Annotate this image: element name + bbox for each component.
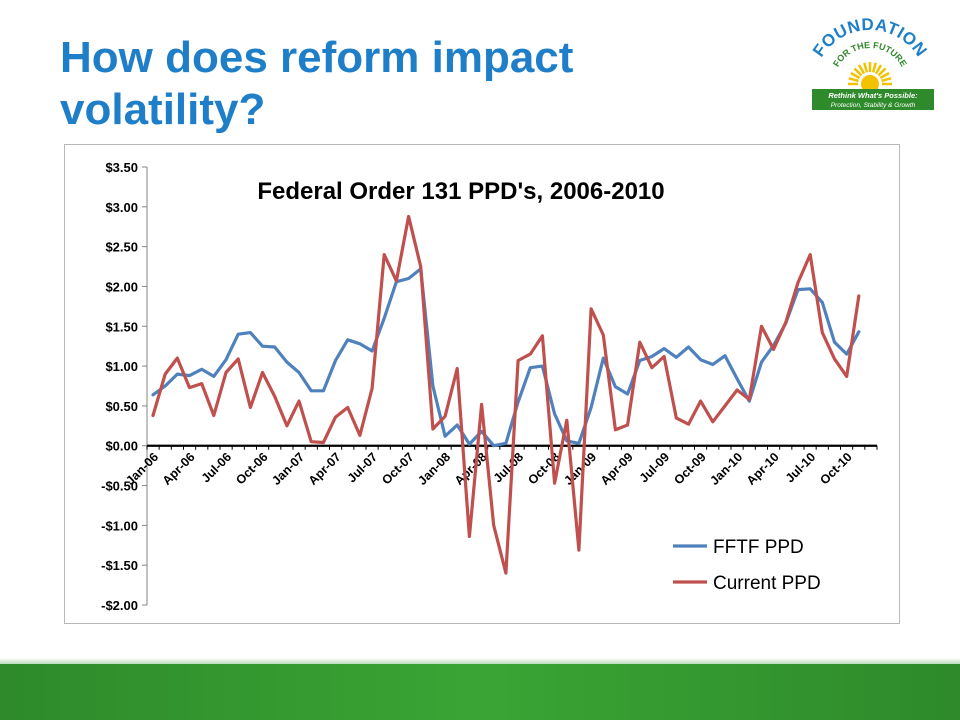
sun-ray bbox=[863, 62, 869, 73]
chart-legend: FFTF PPD Current PPD bbox=[673, 537, 821, 594]
y-tick-label: $0.00 bbox=[105, 439, 138, 454]
x-tick-label: Oct-10 bbox=[817, 450, 854, 487]
y-tick-label: -$2.00 bbox=[101, 598, 138, 613]
y-tick-label: -$1.50 bbox=[101, 558, 138, 573]
x-tick-label: Apr-06 bbox=[160, 450, 198, 488]
legend-label: Current PPD bbox=[713, 573, 821, 594]
x-tick-label: Oct-09 bbox=[671, 450, 708, 487]
y-tick-label: $2.50 bbox=[105, 240, 138, 255]
y-tick-label: $1.50 bbox=[105, 319, 138, 334]
x-tick-label: Oct-06 bbox=[233, 450, 270, 487]
chart-title: Federal Order 131 PPD's, 2006-2010 bbox=[257, 178, 664, 205]
x-tick-label: Jul-06 bbox=[199, 450, 234, 485]
series-fftf-ppd-line bbox=[151, 267, 861, 448]
x-tick-label: Apr-07 bbox=[306, 450, 344, 488]
x-tick-label: Jan-08 bbox=[415, 450, 453, 488]
sun-ray bbox=[871, 62, 877, 73]
line-chart: $3.50 $3.00 $2.50 $2.00 $1.50 $1.00 $0.50 $0.00… bbox=[101, 160, 878, 613]
svg-text:FOUNDATION: FOUNDATION bbox=[809, 15, 931, 60]
y-tick-label: $1.00 bbox=[105, 359, 138, 374]
logo-word-foundation: FOUNDATION bbox=[809, 15, 930, 60]
legend-label: FFTF PPD bbox=[713, 537, 804, 558]
sun-icon bbox=[861, 75, 879, 93]
y-tick-label: -$1.00 bbox=[101, 518, 138, 533]
x-tick-label: Apr-08 bbox=[452, 450, 490, 488]
foundation-for-the-future-logo: FOUNDATION FOR THE FUTURE Rethink What's… bbox=[800, 10, 940, 110]
x-tick-label: Jul-10 bbox=[783, 450, 818, 485]
chart-container: $3.50 $3.00 $2.50 $2.00 $1.50 $1.00 $0.50 $0.00… bbox=[64, 144, 900, 624]
series-lines bbox=[151, 214, 861, 575]
x-tick-label: Apr-10 bbox=[744, 450, 782, 488]
x-tick-label: Apr-09 bbox=[598, 450, 636, 488]
y-tick-label: -$0.50 bbox=[101, 479, 138, 494]
x-tick-label: Jul-08 bbox=[491, 450, 526, 485]
y-tick-label: $3.00 bbox=[105, 200, 138, 215]
slide-title: How does reform impact volatility? bbox=[60, 33, 574, 134]
logo-graphic: FOUNDATION FOR THE FUTURE Rethink What's… bbox=[809, 15, 934, 110]
x-tick-label: Jan-10 bbox=[707, 450, 745, 488]
sun-ray bbox=[853, 67, 863, 77]
x-tick-label: Jan-09 bbox=[561, 450, 599, 488]
y-tick-label: $0.50 bbox=[105, 399, 138, 414]
x-tick-label: Oct-07 bbox=[379, 450, 416, 487]
sun-ray bbox=[881, 77, 892, 83]
logo-tagline-1: Rethink What's Possible: bbox=[828, 91, 918, 100]
sun-ray bbox=[857, 64, 866, 75]
logo-tagline-2: Protection, Stability & Growth bbox=[831, 102, 916, 109]
x-tick-label: Jan-07 bbox=[269, 450, 307, 488]
footer-bar bbox=[0, 658, 960, 720]
sun-ray bbox=[879, 71, 890, 80]
logo-tagline-bar bbox=[812, 89, 934, 110]
y-axis: $3.50 $3.00 $2.50 $2.00 $1.50 $1.00 $0.50 $0.00… bbox=[101, 160, 148, 613]
x-tick-label: Jul-07 bbox=[345, 450, 380, 485]
sun-ray bbox=[874, 64, 883, 75]
sun-ray bbox=[848, 77, 859, 83]
x-tick-label: Jan-06 bbox=[123, 450, 161, 488]
sun-ray bbox=[877, 67, 887, 77]
x-tick-label: Jul-09 bbox=[637, 450, 672, 485]
y-tick-label: $2.00 bbox=[105, 279, 138, 294]
y-tick-label: $3.50 bbox=[105, 160, 138, 175]
sun-rays bbox=[848, 62, 892, 86]
sun-ray bbox=[850, 71, 861, 80]
